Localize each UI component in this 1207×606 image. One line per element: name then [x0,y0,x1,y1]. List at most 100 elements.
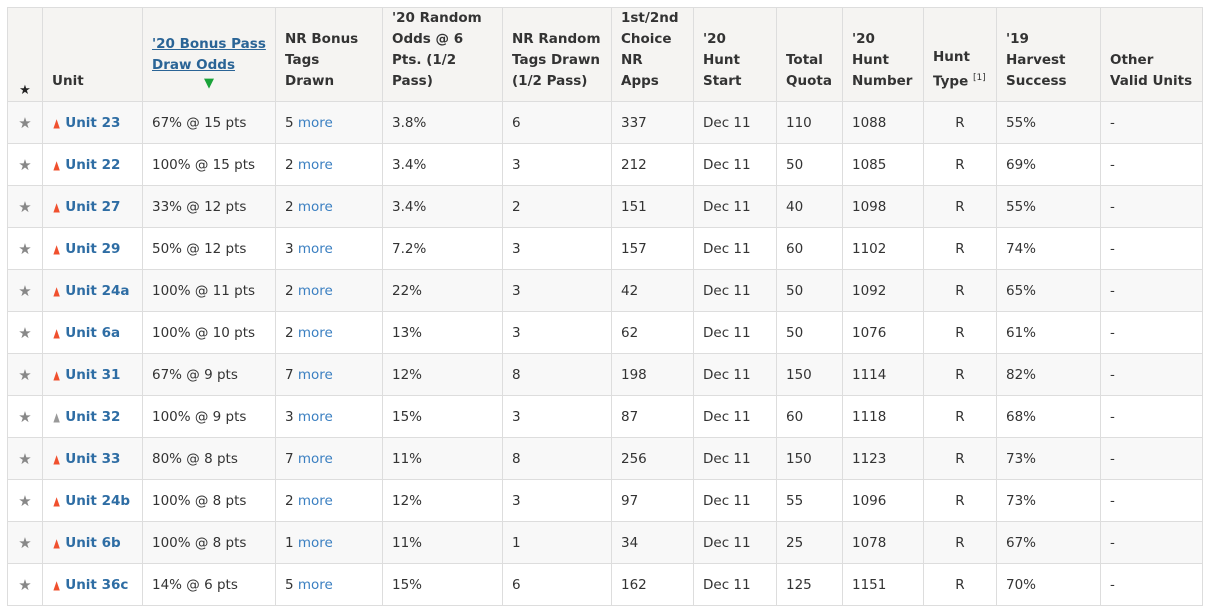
bonus-odds-cell: 33% @ 12 pts [142,185,276,228]
more-link[interactable]: more [297,366,333,383]
unit-link[interactable]: Unit 23 [65,114,121,131]
nr-bonus-cell: 7 more [275,353,383,396]
favorite-star-icon[interactable]: ★ [7,311,43,354]
quota-header[interactable]: Total Quota [776,7,843,102]
more-link[interactable]: more [297,408,333,425]
bonus-odds-cell: 67% @ 15 pts [142,101,276,144]
hunt-units-table: ★ Unit '20 Bonus Pass Draw Odds ▼ NR Bon… [7,7,1203,606]
quota-cell: 55 [776,479,843,522]
more-link[interactable]: more [297,324,333,341]
more-link[interactable]: more [297,534,333,551]
favorite-header-star-icon[interactable]: ★ [7,7,43,102]
favorite-star-icon[interactable]: ★ [7,227,43,270]
nr-apps-cell: 212 [611,143,694,186]
more-link[interactable]: more [297,282,333,299]
nr-random-cell: 6 [502,563,612,606]
unit-link[interactable]: Unit 24b [65,492,131,509]
nr-apps-cell: 256 [611,437,694,480]
hunt-number-header[interactable]: '20 Hunt Number [842,7,924,102]
hunt-type-cell: R [923,269,997,312]
unit-link[interactable]: Unit 27 [65,198,121,215]
footnote-link[interactable]: [1] [972,72,986,83]
quota-cell: 60 [776,395,843,438]
unit-link[interactable]: Unit 32 [65,408,121,425]
hunt-start-cell: Dec 11 [693,563,777,606]
nr-random-cell: 2 [502,185,612,228]
hunt-type-cell: R [923,185,997,228]
hunt-type-header[interactable]: Hunt Type [1] [923,7,997,102]
unit-cell: ▲ Unit 33 [42,437,143,480]
unit-cell: ▲ Unit 31 [42,353,143,396]
more-link[interactable]: more [297,450,333,467]
harvest-cell: 65% [996,269,1101,312]
other-units-cell: - [1100,521,1203,564]
hunt-number-cell: 1102 [842,227,924,270]
nr-bonus-count: 1 [285,534,294,551]
unit-cell: ▲ Unit 6a [42,311,143,354]
nr-apps-cell: 337 [611,101,694,144]
bonus-odds-sort-link[interactable]: '20 Bonus Pass Draw Odds [152,36,266,73]
nr-bonus-cell: 2 more [275,185,383,228]
flame-icon: ▲ [53,199,60,214]
hunt-start-cell: Dec 11 [693,101,777,144]
hunt-start-cell: Dec 11 [693,227,777,270]
favorite-star-icon[interactable]: ★ [7,269,43,312]
harvest-cell: 73% [996,479,1101,522]
hunt-type-cell: R [923,311,997,354]
nr-bonus-count: 7 [285,450,294,467]
nr-bonus-count: 2 [285,282,294,299]
unit-link[interactable]: Unit 33 [65,450,121,467]
unit-header[interactable]: Unit [42,7,143,102]
favorite-star-icon[interactable]: ★ [7,563,43,606]
nr-bonus-cell: 7 more [275,437,383,480]
nr-apps-cell: 62 [611,311,694,354]
unit-link[interactable]: Unit 24a [65,282,130,299]
more-link[interactable]: more [297,576,333,593]
unit-link[interactable]: Unit 22 [65,156,121,173]
bonus-odds-header[interactable]: '20 Bonus Pass Draw Odds ▼ [142,7,276,102]
table-row: ★ ▲ Unit 24a 100% @ 11 pts 2 more 22% 3 4… [7,269,1203,312]
unit-link[interactable]: Unit 29 [65,240,121,257]
other-units-cell: - [1100,563,1203,606]
more-link[interactable]: more [297,240,333,257]
unit-link[interactable]: Unit 6a [65,324,121,341]
other-units-header[interactable]: Other Valid Units [1100,7,1203,102]
more-link[interactable]: more [297,156,333,173]
favorite-star-icon[interactable]: ★ [7,521,43,564]
more-link[interactable]: more [297,114,333,131]
harvest-cell: 73% [996,437,1101,480]
harvest-header[interactable]: '19 Harvest Success [996,7,1101,102]
other-units-cell: - [1100,143,1203,186]
nr-bonus-count: 5 [285,114,294,131]
hunt-start-cell: Dec 11 [693,395,777,438]
random-odds-header[interactable]: '20 Random Odds @ 6 Pts. (1/2 Pass) [382,7,503,102]
harvest-cell: 69% [996,143,1101,186]
unit-cell: ▲ Unit 6b [42,521,143,564]
favorite-star-icon[interactable]: ★ [7,143,43,186]
table-row: ★ ▲ Unit 33 80% @ 8 pts 7 more 11% 8 256 … [7,437,1203,480]
hunt-type-label: Hunt Type [933,48,970,90]
favorite-star-icon[interactable]: ★ [7,185,43,228]
unit-link[interactable]: Unit 31 [65,366,121,383]
nr-apps-cell: 198 [611,353,694,396]
random-odds-cell: 15% [382,563,503,606]
favorite-star-icon[interactable]: ★ [7,479,43,522]
hunt-start-header[interactable]: '20 Hunt Start [693,7,777,102]
unit-link[interactable]: Unit 6b [65,534,121,551]
nr-bonus-header[interactable]: NR Bonus Tags Drawn [275,7,383,102]
other-units-cell: - [1100,311,1203,354]
more-link[interactable]: more [297,198,333,215]
nr-apps-header[interactable]: 1st/2nd Choice NR Apps [611,7,694,102]
favorite-star-icon[interactable]: ★ [7,101,43,144]
favorite-star-icon[interactable]: ★ [7,437,43,480]
table-row: ★ ▲ Unit 27 33% @ 12 pts 2 more 3.4% 2 15… [7,185,1203,228]
nr-bonus-count: 3 [285,408,294,425]
quota-cell: 25 [776,521,843,564]
more-link[interactable]: more [297,492,333,509]
nr-bonus-cell: 1 more [275,521,383,564]
unit-link[interactable]: Unit 36c [65,576,129,593]
favorite-star-icon[interactable]: ★ [7,353,43,396]
flame-icon: ▲ [53,241,60,256]
nr-random-header[interactable]: NR Random Tags Drawn (1/2 Pass) [502,7,612,102]
favorite-star-icon[interactable]: ★ [7,395,43,438]
